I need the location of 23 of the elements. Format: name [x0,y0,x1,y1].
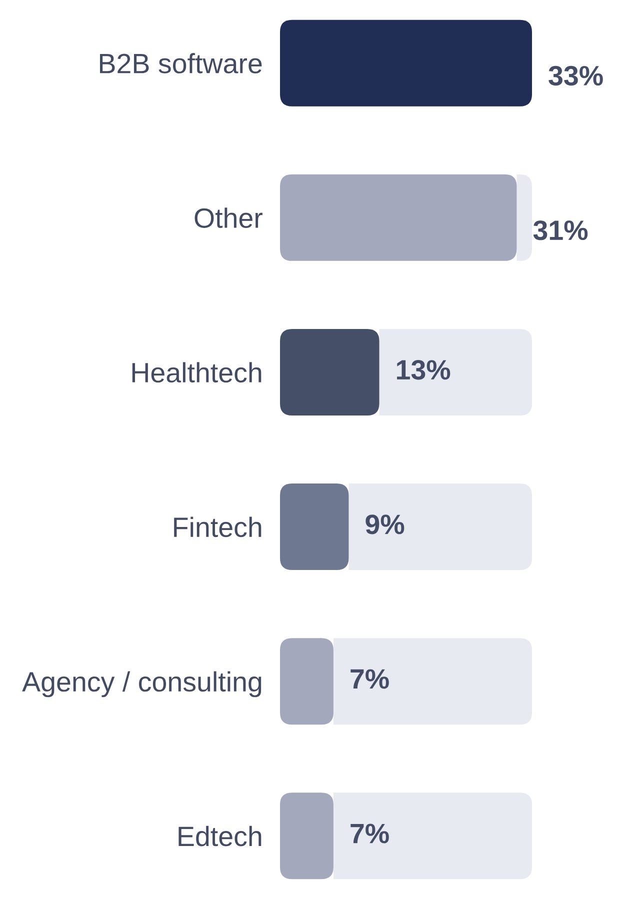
data-label: 31% [533,220,588,240]
data-label: 7% [350,669,389,689]
y-tick-label: B2B software [100,53,262,74]
data-label: 13% [397,360,450,380]
bar [348,484,532,570]
data-label: 33% [548,66,603,86]
bar [333,792,532,880]
data-label: 7% [350,824,389,844]
bar [516,174,532,261]
y-tick-label: Edtech [178,826,262,846]
data-label: 9% [366,514,404,534]
bar [280,484,349,570]
y-tick-label: Healthtech [132,362,262,383]
bar [280,638,334,725]
bar [280,174,517,261]
y-tick-label: Agency / consulting [22,671,262,698]
bar [333,638,532,725]
bar [379,328,532,416]
bar [280,20,532,106]
bar [280,792,334,880]
y-tick-label: Fintech [174,516,262,538]
bar [280,328,380,416]
y-tick-label: Other [194,208,262,228]
